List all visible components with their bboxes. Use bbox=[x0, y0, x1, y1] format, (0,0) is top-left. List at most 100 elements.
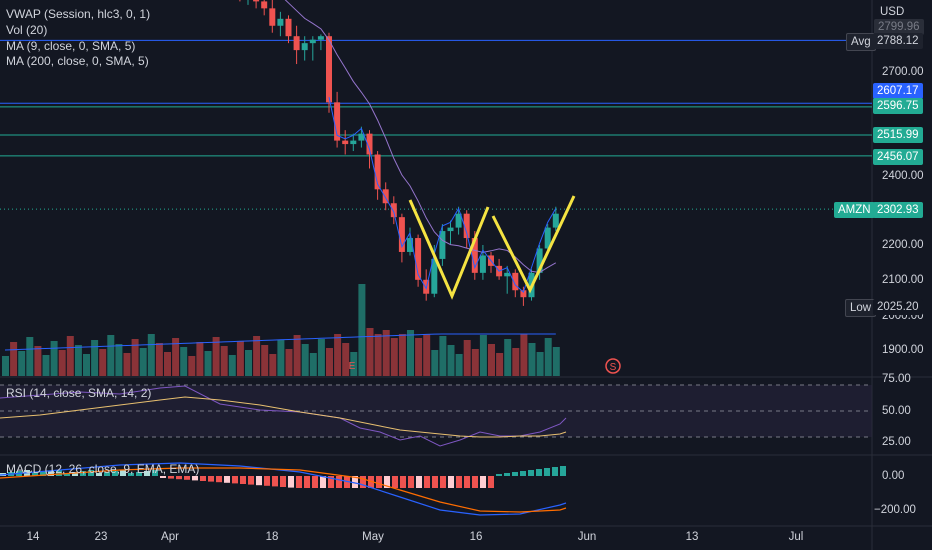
candle-body bbox=[309, 39, 316, 44]
volume-bar bbox=[236, 341, 244, 376]
volume-bar bbox=[91, 340, 99, 376]
vwap-line bbox=[328, 96, 557, 293]
macd-histogram-bar bbox=[88, 470, 94, 476]
candle-body bbox=[471, 238, 478, 273]
candle-body bbox=[447, 227, 454, 232]
macd-histogram-bar bbox=[280, 476, 286, 487]
candle-body bbox=[504, 272, 511, 277]
volume-bar bbox=[131, 339, 139, 376]
candle-body bbox=[544, 227, 551, 249]
macd-histogram-bar bbox=[272, 476, 278, 487]
volume-bar bbox=[66, 336, 74, 376]
volume-bar bbox=[58, 350, 66, 376]
volume-bar bbox=[26, 337, 34, 376]
volume-bar bbox=[204, 351, 212, 376]
volume-bar bbox=[50, 341, 58, 376]
volume-bar bbox=[155, 343, 163, 376]
time-tick-apr: Apr bbox=[161, 531, 179, 543]
macd-histogram-bar bbox=[96, 473, 102, 476]
macd-histogram-bar bbox=[224, 476, 230, 483]
macd-histogram-bar bbox=[480, 476, 486, 488]
macd-histogram-bar bbox=[544, 468, 550, 476]
macd-histogram-bar bbox=[264, 476, 270, 486]
candle-body bbox=[407, 238, 413, 252]
volume-bar bbox=[455, 354, 463, 376]
candle-body bbox=[552, 213, 559, 228]
currency-label: USD bbox=[880, 6, 905, 18]
volume-ma-line bbox=[4, 333, 556, 351]
macd-histogram-bar bbox=[560, 466, 566, 476]
macd-histogram-bar bbox=[328, 476, 334, 488]
time-tick-may: May bbox=[362, 531, 384, 543]
y-tick-2200: 2200.00 bbox=[882, 239, 924, 251]
macd-histogram-bar bbox=[112, 471, 118, 476]
candle-body bbox=[317, 36, 324, 40]
macd-histogram-bar bbox=[464, 476, 470, 488]
candle-body bbox=[277, 18, 284, 26]
indicator-ma9[interactable]: MA (9, close, 0, SMA, 5) bbox=[6, 39, 136, 53]
volume-bar bbox=[488, 344, 495, 376]
macd-histogram-bar bbox=[360, 476, 366, 488]
rsi-title[interactable]: RSI (14, close, SMA, 14, 2) bbox=[6, 386, 152, 400]
candle-body bbox=[463, 213, 470, 239]
macd-histogram-bar bbox=[40, 472, 46, 476]
candle-body bbox=[293, 36, 300, 51]
indicator-vwap[interactable]: VWAP (Session, hlc3, 0, 1) bbox=[6, 7, 151, 21]
volume-bar bbox=[172, 338, 180, 376]
volume-bar bbox=[196, 342, 204, 376]
candle-body bbox=[479, 255, 486, 273]
macd-histogram-bar bbox=[80, 471, 86, 476]
macd-histogram-bar bbox=[384, 476, 390, 488]
macd-histogram-bar bbox=[232, 476, 238, 484]
time-tick-16: 16 bbox=[469, 531, 483, 543]
macd-histogram-bar bbox=[56, 470, 62, 476]
volume-bar bbox=[285, 349, 293, 376]
candle-body bbox=[415, 238, 422, 280]
volume-bar bbox=[2, 356, 9, 376]
candle-body bbox=[334, 102, 341, 141]
candle-body bbox=[342, 140, 349, 145]
macd-histogram-bar bbox=[552, 467, 558, 476]
macd-histogram-bar bbox=[144, 471, 150, 476]
rsi-tick-75: 75.00 bbox=[882, 373, 911, 385]
macd-histogram-bar bbox=[472, 476, 478, 488]
indicator-vol[interactable]: Vol (20) bbox=[6, 23, 48, 37]
volume-bar bbox=[269, 354, 277, 376]
volume-bar bbox=[188, 356, 196, 376]
symbol-label: AMZN bbox=[834, 202, 875, 218]
volume-bar bbox=[407, 330, 414, 376]
candle-body bbox=[536, 248, 543, 273]
time-tick-14: 14 bbox=[26, 531, 40, 543]
volume-bar bbox=[326, 348, 333, 376]
low-value: 2025.20 bbox=[873, 299, 923, 315]
volume-bar bbox=[228, 355, 236, 376]
pattern-left-v bbox=[408, 199, 490, 300]
macd-histogram-bar bbox=[432, 476, 438, 488]
volume-bar bbox=[107, 335, 115, 376]
candle-body bbox=[269, 8, 276, 26]
volume-bar bbox=[496, 353, 504, 376]
y-tick-2100: 2100.00 bbox=[882, 274, 924, 286]
macd-histogram-bar bbox=[504, 473, 510, 476]
macd-histogram-bar bbox=[120, 470, 126, 476]
volume-bar bbox=[99, 349, 107, 376]
volume-bar bbox=[10, 342, 18, 376]
macd-tick-minus200: −200.00 bbox=[874, 504, 916, 516]
candle-body bbox=[285, 18, 292, 37]
macd-histogram-bar bbox=[296, 476, 302, 488]
macd-histogram-bar bbox=[128, 473, 134, 476]
candle-body bbox=[390, 203, 397, 218]
indicator-ma200[interactable]: MA (200, close, 0, SMA, 5) bbox=[6, 54, 149, 68]
macd-histogram-bar bbox=[392, 476, 398, 488]
macd-title[interactable]: MACD (12, 26, close, 9, EMA, EMA) bbox=[6, 462, 200, 476]
level-tag-2515: 2515.99 bbox=[873, 127, 923, 143]
last-price-tag: 2302.93 bbox=[873, 202, 923, 218]
volume-bar bbox=[374, 334, 382, 376]
macd-histogram-bar bbox=[456, 476, 462, 488]
volume-bar bbox=[366, 328, 374, 376]
macd-histogram-bar bbox=[312, 476, 318, 488]
candle-body bbox=[512, 272, 519, 291]
candle-body bbox=[350, 140, 357, 145]
